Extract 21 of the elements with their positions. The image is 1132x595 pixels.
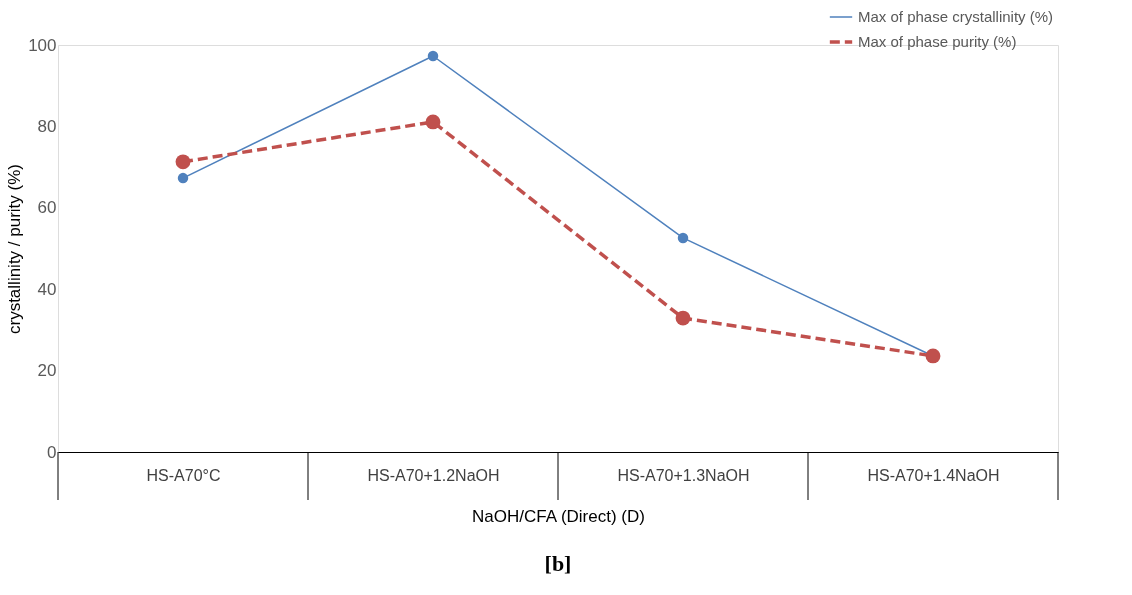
legend-label: Max of phase purity (%) xyxy=(858,33,1017,50)
y-tick-label: 40 xyxy=(37,279,57,299)
y-axis-title: crystallinity / purity (%) xyxy=(5,163,25,335)
x-tick-label: HS-A70°C xyxy=(146,466,221,484)
x-tick-label: HS-A70+1.4NaOH xyxy=(867,466,1000,484)
point xyxy=(427,50,439,62)
point xyxy=(425,114,441,130)
text: [b] xyxy=(544,551,572,576)
x-tick-label: HS-A70+1.2NaOH xyxy=(367,466,500,484)
y-tick-label: 100 xyxy=(28,35,57,55)
legend-label: Max of phase crystallinity (%) xyxy=(858,8,1054,25)
y-tick-label: 0 xyxy=(47,442,57,462)
point xyxy=(175,154,191,170)
y-tick-label: 80 xyxy=(37,116,57,136)
point xyxy=(675,310,691,326)
y-tick-label: 60 xyxy=(37,198,57,218)
point xyxy=(177,172,189,184)
point xyxy=(677,232,689,244)
x-tick-label: HS-A70+1.3NaOH xyxy=(617,466,750,484)
x-axis-title: NaOH/CFA (Direct) (D) xyxy=(472,506,645,526)
y-tick-label: 20 xyxy=(37,361,57,381)
